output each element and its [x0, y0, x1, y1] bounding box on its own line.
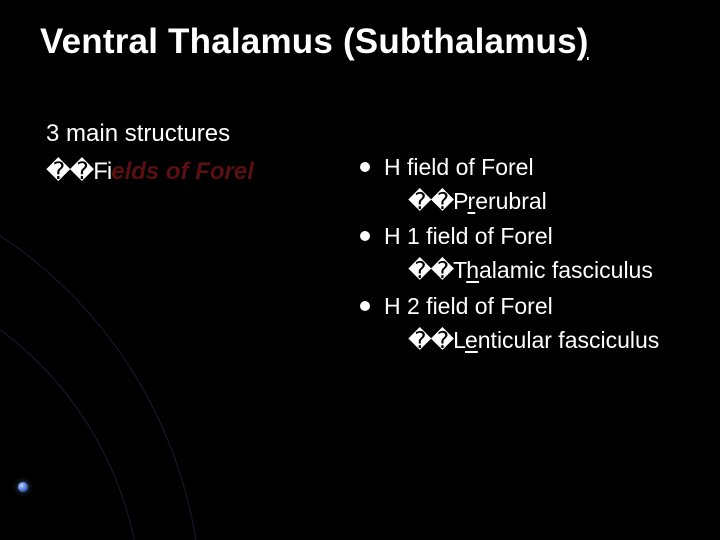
title-underlined-tail: ): [577, 22, 589, 61]
item-1-sub-prefix: ��P: [408, 188, 468, 214]
item-3-sub-ul: e: [465, 327, 478, 353]
decor-orbit-1: [0, 160, 202, 540]
slide: Ventral Thalamus (Subthalamus) 3 main st…: [0, 0, 720, 540]
item-1-sub-rest: erubral: [475, 188, 547, 214]
list-item: H field of Forel: [360, 152, 700, 184]
decor-planet-dot: [18, 482, 28, 492]
left-line-1: 3 main structures: [46, 118, 346, 150]
item-3-sub-prefix: ��L: [408, 327, 465, 353]
item-2-sub-prefix: ��T: [408, 257, 466, 283]
list-item: H 1 field of Forel: [360, 221, 700, 253]
left-column: 3 main structures ��Fields of Forel: [46, 118, 346, 189]
slide-title: Ventral Thalamus (Subthalamus): [40, 22, 680, 62]
bullet-icon: [360, 301, 370, 311]
fields-of-forel-label: elds of Forel: [111, 158, 254, 185]
bullet-icon: [360, 162, 370, 172]
item-1-main: H field of Forel: [384, 152, 700, 184]
right-column: H field of Forel ��Prerubral H 1 field o…: [360, 152, 700, 360]
decor-orbit-2: [0, 260, 142, 540]
item-2-sub-rest: alamic fasciculus: [479, 257, 653, 283]
glitch-prefix: ��Fi: [46, 158, 111, 185]
bullet-icon: [360, 231, 370, 241]
item-2-main: H 1 field of Forel: [384, 221, 700, 253]
list-item: H 2 field of Forel: [360, 291, 700, 323]
item-2-sub-ul: h: [466, 257, 479, 283]
item-2-sub: ��Thalamic fasciculus: [408, 255, 700, 287]
item-3-sub: ��Lenticular fasciculus: [408, 325, 700, 357]
title-text: Ventral Thalamus (Subthalamus: [40, 22, 577, 61]
left-line-2: ��Fields of Forel: [46, 156, 346, 188]
item-1-sub: ��Prerubral: [408, 186, 700, 218]
item-3-sub-rest: nticular fasciculus: [478, 327, 660, 353]
item-3-main: H 2 field of Forel: [384, 291, 700, 323]
